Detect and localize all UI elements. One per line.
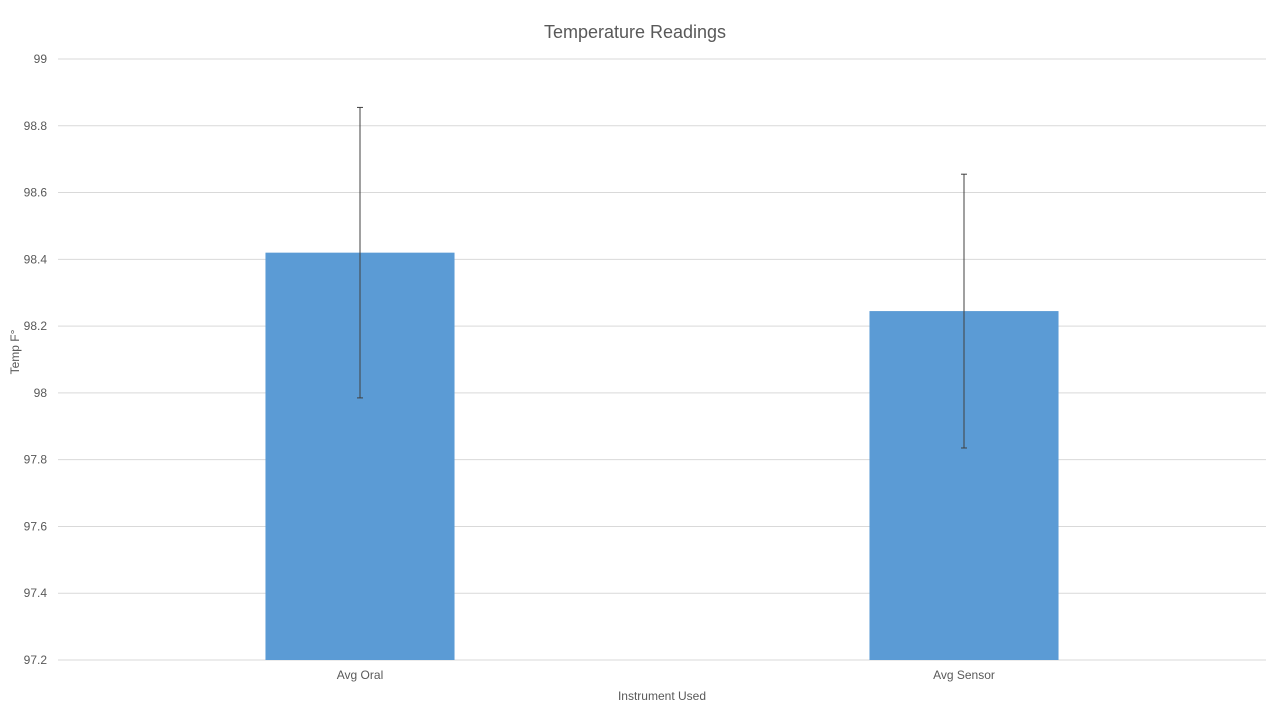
y-axis-ticks: 97.2 97.4 97.6 97.8 98 98.2 98.4 98.6 98.8 99 bbox=[24, 52, 48, 667]
error-bar-avg-oral bbox=[357, 106, 363, 399]
gridlines bbox=[58, 58, 1266, 661]
x-tick-label: Avg Sensor bbox=[933, 668, 995, 682]
y-tick-label: 97.8 bbox=[24, 453, 48, 467]
y-tick-label: 98.6 bbox=[24, 186, 48, 200]
y-tick-label: 97.2 bbox=[24, 653, 48, 667]
y-tick-label: 97.6 bbox=[24, 519, 48, 533]
error-bar-avg-sensor bbox=[961, 173, 967, 449]
bars bbox=[265, 252, 1059, 660]
x-tick-label: Avg Oral bbox=[337, 668, 383, 682]
chart-title: Temperature Readings bbox=[544, 22, 726, 42]
error-bars bbox=[357, 106, 967, 449]
y-tick-label: 98 bbox=[34, 386, 48, 400]
y-tick-label: 97.4 bbox=[24, 586, 48, 600]
y-tick-label: 98.4 bbox=[24, 252, 48, 266]
y-axis-title: Temp F° bbox=[8, 329, 22, 374]
y-tick-label: 98.8 bbox=[24, 119, 48, 133]
y-tick-label: 99 bbox=[34, 52, 48, 66]
x-axis-ticks: Avg Oral Avg Sensor bbox=[337, 668, 995, 682]
y-tick-label: 98.2 bbox=[24, 319, 48, 333]
x-axis-title: Instrument Used bbox=[618, 689, 706, 703]
